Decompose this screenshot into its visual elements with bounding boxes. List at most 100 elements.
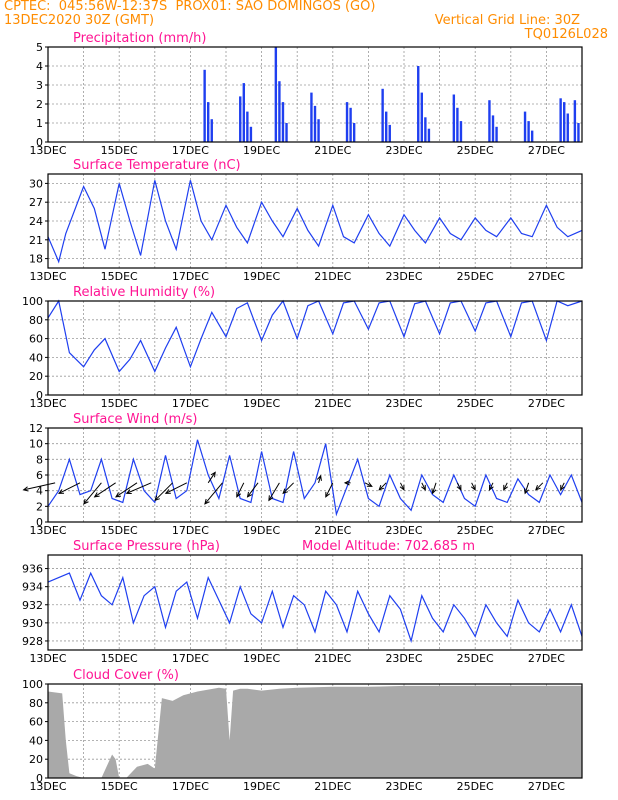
x-tick-label: 17DEC	[172, 144, 209, 157]
precip-bar	[427, 128, 431, 142]
y-tick-label: 24	[29, 215, 43, 228]
rh-title: Relative Humidity (%)	[73, 285, 215, 300]
pres-frame	[47, 554, 583, 651]
wind-arrow	[318, 475, 322, 483]
y-tick-label: 8	[36, 453, 43, 466]
precip-bar	[527, 121, 530, 142]
wind-arrow	[115, 482, 138, 498]
precip-bar	[491, 115, 495, 142]
precip-bar	[420, 92, 423, 142]
precip-bar	[239, 96, 242, 142]
y-tick-label: 930	[22, 617, 43, 630]
x-tick-label: 27DEC	[528, 270, 565, 283]
wind-arrow-head	[431, 488, 437, 495]
precip-bar	[242, 83, 245, 142]
wind-arrow	[236, 482, 245, 498]
wind-arrow-head	[456, 484, 462, 491]
precip-bar	[417, 66, 420, 142]
x-tick-label: 25DEC	[457, 270, 494, 283]
y-tick-label: 30	[29, 177, 43, 190]
precip-bar	[523, 111, 527, 142]
y-tick-label: 6	[36, 469, 43, 482]
x-tick-label: 25DEC	[457, 397, 494, 410]
x-tick-label: 13DEC	[29, 780, 66, 793]
x-tick-label: 23DEC	[385, 524, 422, 537]
precip-bar	[313, 105, 317, 142]
cloud-title: Cloud Cover (%)	[73, 668, 179, 683]
x-tick-label: 27DEC	[528, 780, 565, 793]
x-tick-label: 17DEC	[172, 270, 209, 283]
wind-arrow	[165, 482, 188, 494]
x-tick-label: 19DEC	[243, 144, 280, 157]
run-date: 13DEC2020 30Z (GMT)	[4, 13, 155, 28]
y-tick-label: 20	[29, 753, 43, 766]
x-tick-label: 23DEC	[385, 780, 422, 793]
x-tick-label: 21DEC	[314, 397, 351, 410]
wind-arrow-head	[421, 484, 426, 491]
wind-arrow	[268, 482, 280, 501]
y-tick-label: 60	[29, 716, 43, 729]
x-tick-label: 23DEC	[385, 270, 422, 283]
x-tick-label: 21DEC	[314, 524, 351, 537]
x-tick-label: 19DEC	[243, 524, 280, 537]
x-tick-label: 17DEC	[172, 780, 209, 793]
wind-arrow-head	[316, 474, 322, 481]
x-tick-label: 17DEC	[172, 652, 209, 665]
wind-arrow	[364, 482, 373, 487]
wind-arrow	[325, 482, 334, 498]
pres-subtitle: Model Altitude: 702.685 m	[302, 539, 475, 554]
y-tick-label: 40	[29, 351, 43, 364]
temp-title: Surface Temperature (nC)	[73, 158, 241, 173]
precip-title: Precipitation (mm/h)	[73, 31, 206, 46]
x-tick-label: 21DEC	[314, 144, 351, 157]
x-tick-label: 15DEC	[101, 524, 138, 537]
y-tick-label: 10	[29, 438, 43, 451]
precip-bar	[317, 119, 320, 142]
precip-bar	[246, 111, 249, 142]
y-tick-label: 4	[36, 60, 43, 73]
precip-frame	[47, 46, 583, 143]
precip-bar	[249, 126, 253, 142]
pres-panel: 928 930 932 934 936 13DEC 15DEC 17DEC 19DEC 21DEC…	[22, 539, 583, 665]
x-tick-label: 15DEC	[101, 652, 138, 665]
y-tick-label: 0	[36, 389, 43, 402]
wind-arrow	[154, 482, 173, 501]
wind-arrow	[282, 482, 294, 494]
y-tick-label: 80	[29, 314, 43, 327]
wind-arrow	[399, 482, 405, 491]
rh-line	[47, 299, 583, 373]
wind-line	[47, 439, 583, 517]
wind-arrow-head	[560, 484, 565, 491]
y-tick-label: 100	[22, 295, 43, 308]
x-tick-label: 21DEC	[314, 652, 351, 665]
x-tick-label: 17DEC	[172, 397, 209, 410]
wind-arrow	[126, 482, 152, 494]
precip-bar	[381, 88, 384, 142]
y-tick-label: 40	[29, 734, 43, 747]
wind-arrow-head	[115, 492, 122, 498]
wind-arrow-head	[523, 488, 529, 495]
wind-arrow	[204, 482, 223, 505]
x-tick-label: 19DEC	[243, 270, 280, 283]
precip-bar	[210, 119, 213, 142]
precip-bar	[310, 92, 313, 142]
precip-bar	[495, 126, 498, 142]
precip-bar	[352, 123, 356, 142]
y-tick-label: 2	[36, 98, 43, 111]
x-tick-label: 15DEC	[101, 270, 138, 283]
wind-arrow	[535, 482, 544, 491]
precip-bar	[456, 107, 459, 142]
wind-arrow-head	[204, 498, 210, 505]
wind-arrow	[456, 482, 462, 491]
rh-panel: 0 20 40 60 80 100 13DEC 15DEC 17DEC 19DEC 21DEC 23D…	[22, 285, 583, 410]
x-tick-label: 19DEC	[243, 652, 280, 665]
wind-arrow-head	[399, 484, 405, 491]
model-code: TQ0126L028	[524, 27, 608, 42]
x-tick-label: 25DEC	[457, 524, 494, 537]
y-tick-label: 3	[36, 79, 43, 92]
x-tick-label: 15DEC	[101, 780, 138, 793]
y-tick-label: 20	[29, 370, 43, 383]
wind-arrow	[489, 482, 494, 491]
precip-bar	[563, 102, 566, 142]
precip-bar	[566, 113, 569, 142]
